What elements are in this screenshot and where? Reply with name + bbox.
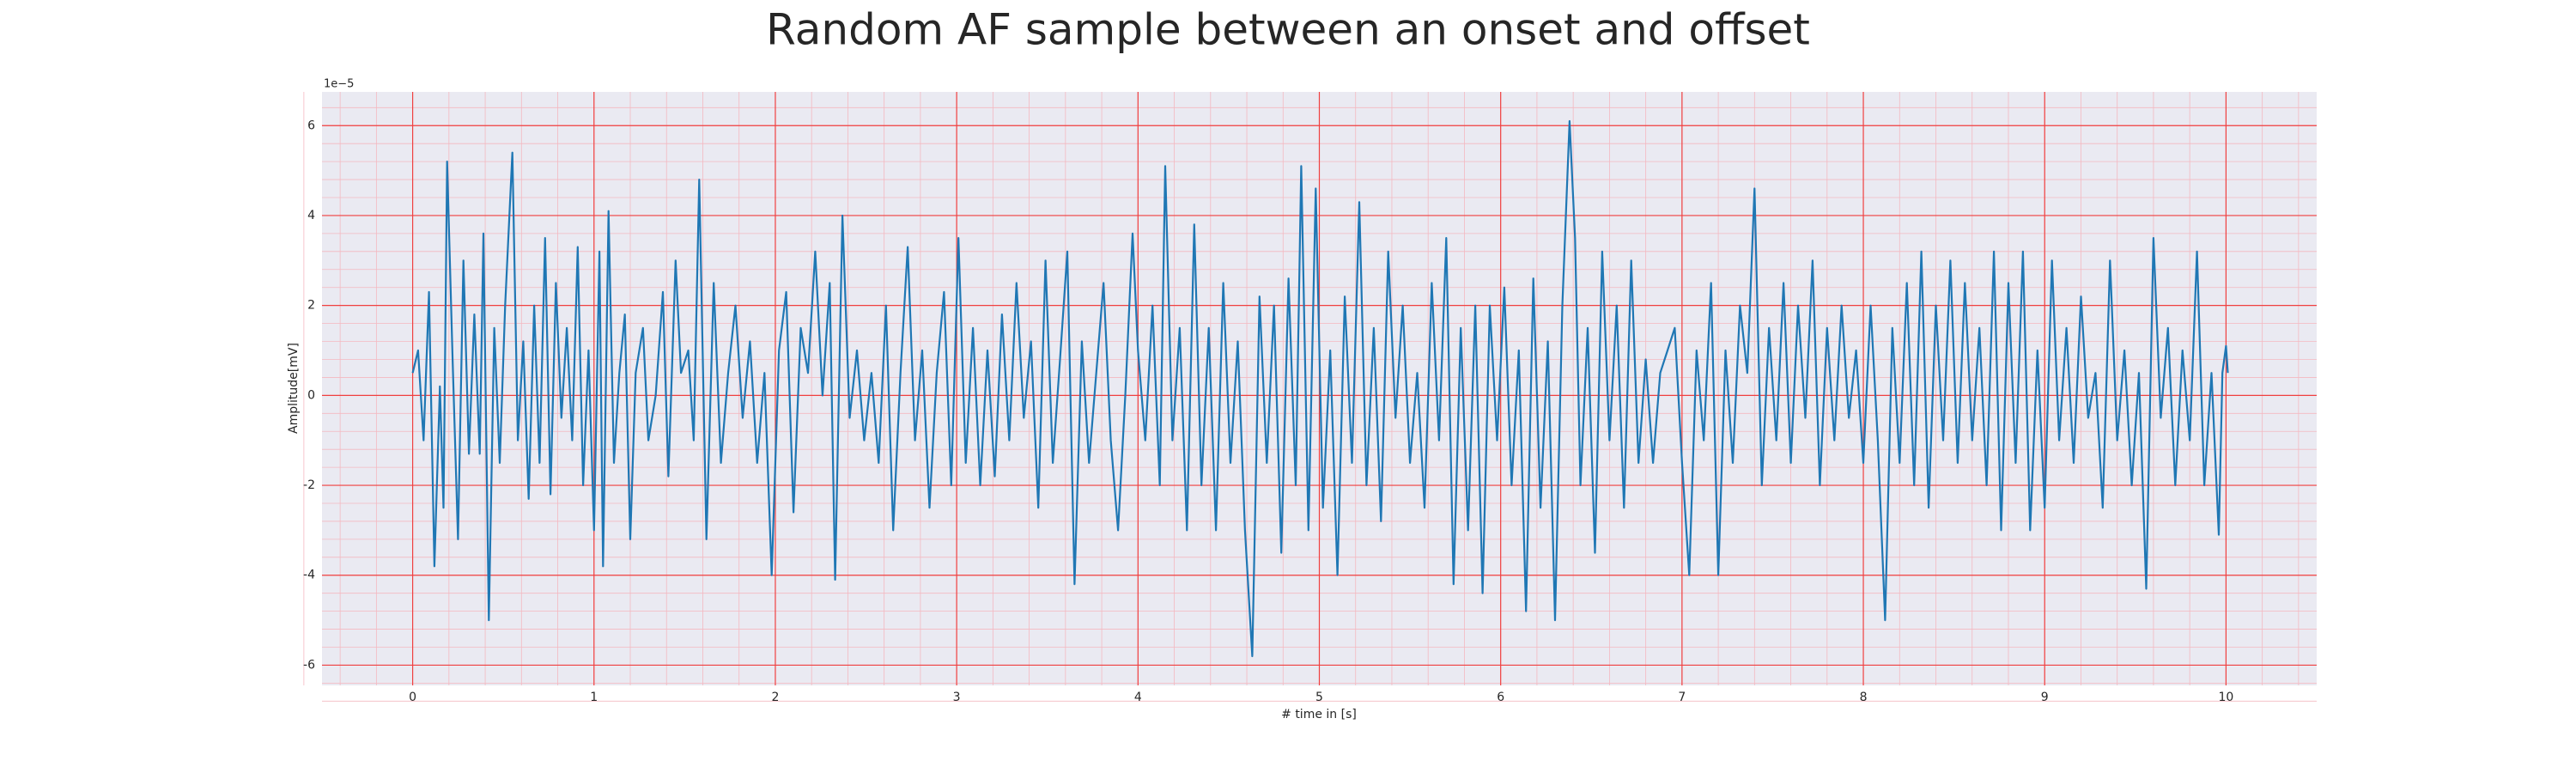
y-tick-label: -2 xyxy=(303,478,315,492)
y-tick-label: -4 xyxy=(303,569,315,582)
y-tick-label: -6 xyxy=(303,658,315,672)
x-tick-label: 4 xyxy=(1134,691,1142,704)
x-axis-label: # time in [s] xyxy=(1281,708,1357,721)
signal-line xyxy=(411,119,2229,658)
x-tick-label: 5 xyxy=(1315,691,1323,704)
y-tick-label: 6 xyxy=(307,119,315,132)
x-tick-label: 3 xyxy=(953,691,961,704)
x-tick-label: 0 xyxy=(409,691,416,704)
y-axis-label: Amplitude[mV] xyxy=(287,343,301,434)
x-tick-label: 7 xyxy=(1678,691,1686,704)
y-offset-label: 1e−5 xyxy=(324,78,354,91)
chart-title: Random AF sample between an onset and of… xyxy=(766,5,1810,55)
y-tick-label: 4 xyxy=(307,209,315,222)
y-tick-label: 0 xyxy=(307,388,315,402)
x-tick-label: 9 xyxy=(2041,691,2049,704)
x-tick-label: 1 xyxy=(590,691,598,704)
x-tick-label: 8 xyxy=(1860,691,1868,704)
y-tick-label: 2 xyxy=(307,299,315,313)
x-tick-label: 10 xyxy=(2218,691,2233,704)
x-tick-label: 2 xyxy=(771,691,779,704)
x-tick-label: 6 xyxy=(1497,691,1504,704)
